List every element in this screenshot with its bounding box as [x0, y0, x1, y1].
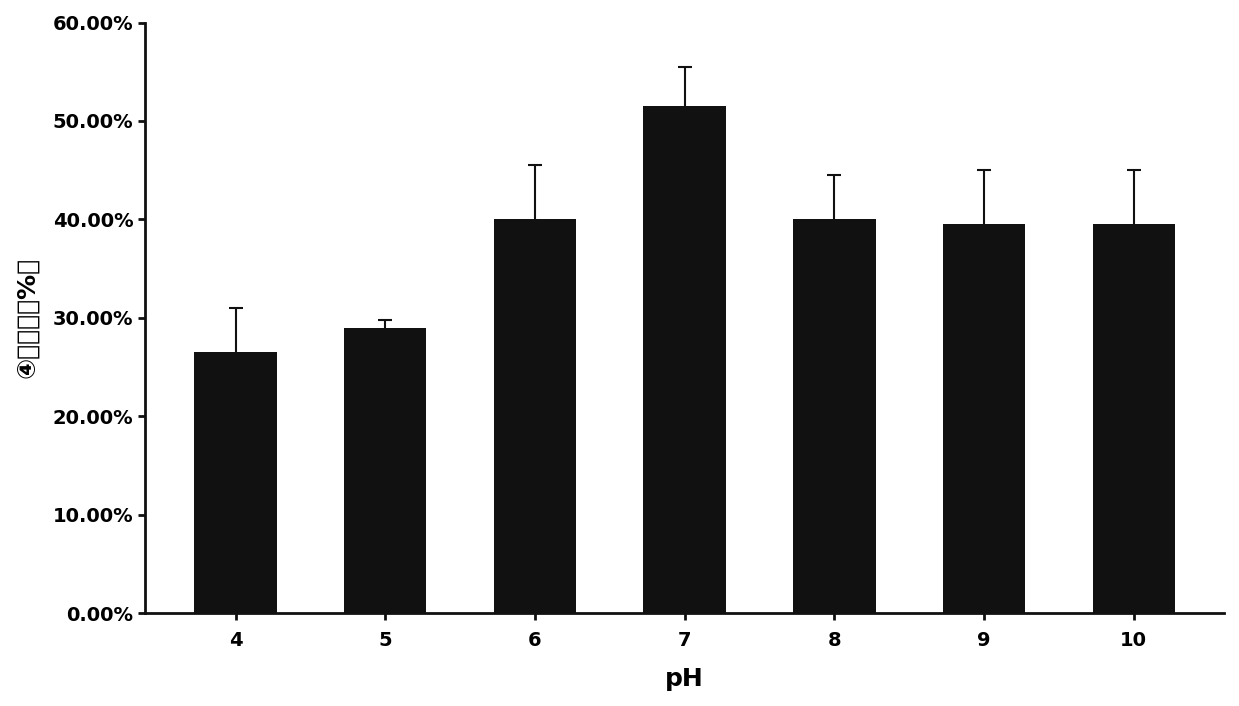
- Bar: [643, 106, 726, 614]
- Bar: [793, 220, 876, 614]
- X-axis label: pH: pH: [665, 667, 704, 691]
- Y-axis label: ④降解率（%）: ④降解率（%）: [15, 257, 38, 378]
- Bar: [344, 328, 426, 614]
- Bar: [195, 352, 276, 614]
- Bar: [943, 225, 1025, 614]
- Bar: [1093, 225, 1175, 614]
- Bar: [494, 220, 576, 614]
